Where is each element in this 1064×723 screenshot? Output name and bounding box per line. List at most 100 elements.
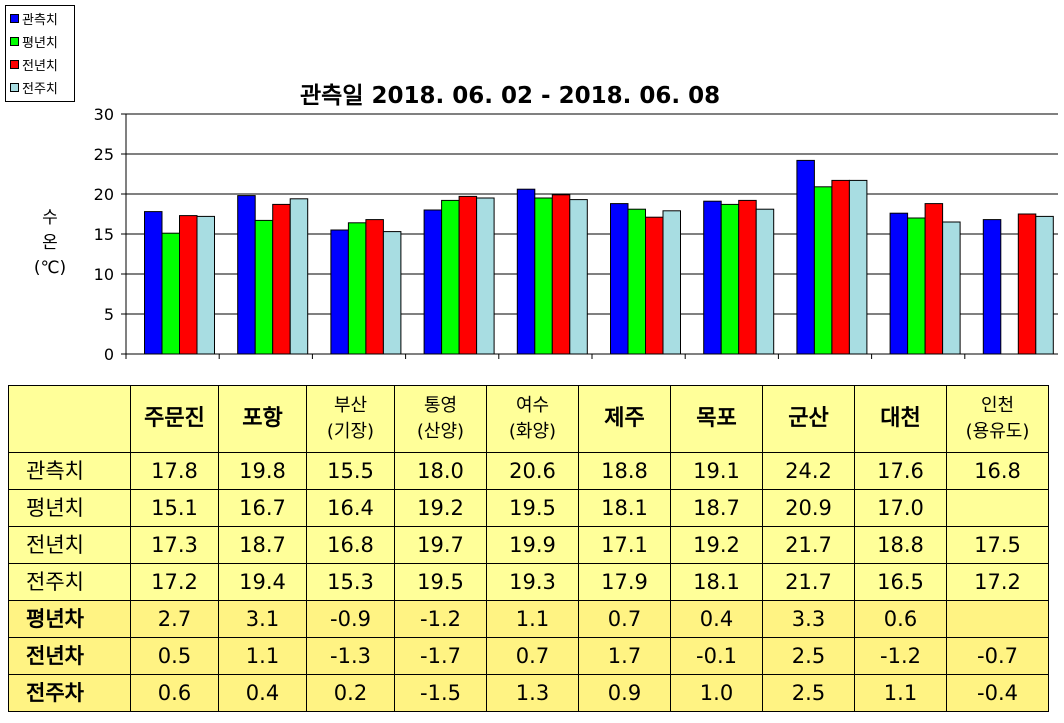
- station-header-line: 인천: [980, 395, 1015, 416]
- table-cell: 21.7: [762, 526, 855, 564]
- y-tick-label: 0: [104, 345, 114, 364]
- bar-observed: [703, 200, 722, 355]
- table-cell: [946, 600, 1049, 638]
- station-header-line: 부산: [333, 395, 368, 416]
- station-header: 목포: [670, 385, 763, 453]
- y-tick-label: 25: [94, 145, 114, 164]
- table-cell: 17.5: [946, 526, 1049, 564]
- table-row: 평년차 2.7 3.1 -0.9 -1.2 1.1 0.7 0.4 3.3 0.6: [8, 600, 1049, 638]
- station-header-line: 제주: [604, 406, 645, 431]
- row-label: 전주치: [8, 563, 131, 601]
- table-cell: 19.5: [394, 563, 487, 601]
- table-cell: 19.1: [670, 452, 763, 490]
- legend-item-last-week: 전주치: [10, 78, 58, 97]
- bar-normal: [534, 197, 553, 355]
- y-axis-label-line: (℃): [33, 258, 67, 278]
- table-cell: 19.9: [486, 526, 579, 564]
- station-header-line: 여수: [515, 395, 550, 416]
- data-table: 주문진 포항 부산 (기장) 통영 (산양) 여수 (화양) 제주 목포 군산 대천 인천 (용유도) 관측…: [8, 385, 1049, 712]
- legend-label-normal: 평년치: [22, 35, 58, 51]
- table-cell: 18.7: [670, 489, 763, 527]
- y-axis-label: 수 온 (℃): [30, 206, 70, 281]
- table-cell: [946, 489, 1049, 527]
- table-cell: 17.6: [854, 452, 947, 490]
- table-cell: 15.3: [306, 563, 395, 601]
- table-cell: 1.7: [578, 637, 671, 675]
- row-label: 관측치: [8, 452, 131, 490]
- table-cell: 20.9: [762, 489, 855, 527]
- table-cell: -0.1: [670, 637, 763, 675]
- station-header-line: 목포: [696, 406, 737, 431]
- bar-last-week: [662, 210, 681, 355]
- bar-observed: [982, 219, 1002, 355]
- table-cell: 17.0: [854, 489, 947, 527]
- station-header: 통영 (산양): [394, 385, 487, 453]
- bar-observed: [796, 159, 815, 355]
- table-cell: 19.2: [670, 526, 763, 564]
- bar-observed: [610, 203, 629, 355]
- legend-item-observed: 관측치: [10, 9, 58, 28]
- table-cell: 3.1: [218, 600, 307, 638]
- table-cell: 17.1: [578, 526, 671, 564]
- table-cell: 2.5: [762, 637, 855, 675]
- bar-last-year: [272, 203, 291, 355]
- bar-last-year: [458, 195, 478, 355]
- legend-label-observed: 관측치: [22, 12, 58, 28]
- table-cell: -1.2: [394, 600, 487, 638]
- y-axis-label-line: 수: [42, 208, 58, 228]
- station-header-line: (산양): [416, 421, 465, 442]
- table-cell: 16.5: [854, 563, 947, 601]
- table-corner-cell: [8, 385, 131, 453]
- bar-last-year: [831, 179, 850, 355]
- station-header-line: 군산: [788, 406, 829, 431]
- station-header-line: 포항: [242, 406, 283, 431]
- table-cell: 15.5: [306, 452, 395, 490]
- bar-last-year: [645, 216, 664, 355]
- y-tick-label: 20: [94, 185, 114, 204]
- table-cell: 1.0: [670, 674, 763, 712]
- table-cell: 19.7: [394, 526, 487, 564]
- station-header: 군산: [762, 385, 855, 453]
- station-header: 부산 (기장): [306, 385, 395, 453]
- table-cell: 2.7: [130, 600, 219, 638]
- table-cell: 17.2: [946, 563, 1049, 601]
- chart-legend: 관측치 평년치 전년치 전주치: [5, 5, 75, 102]
- table-cell: 1.1: [854, 674, 947, 712]
- table-cell: 1.1: [486, 600, 579, 638]
- table-cell: -0.7: [946, 637, 1049, 675]
- table-cell: 0.2: [306, 674, 395, 712]
- table-cell: 20.6: [486, 452, 579, 490]
- table-cell: 19.8: [218, 452, 307, 490]
- station-header: 포항: [218, 385, 307, 453]
- table-cell: 24.2: [762, 452, 855, 490]
- bar-observed: [889, 212, 909, 355]
- station-header: 주문진: [130, 385, 219, 453]
- table-cell: 16.8: [306, 526, 395, 564]
- table-cell: 18.8: [854, 526, 947, 564]
- y-axis-label-line: 온: [42, 233, 58, 253]
- table-cell: -0.4: [946, 674, 1049, 712]
- table-row: 관측치 17.8 19.8 15.5 18.0 20.6 18.8 19.1 24.2 17.6 1…: [8, 452, 1049, 490]
- table-cell: 17.3: [130, 526, 219, 564]
- row-label: 평년차: [8, 600, 131, 638]
- table-cell: 1.3: [486, 674, 579, 712]
- legend-label-last-week: 전주치: [22, 81, 58, 97]
- station-header-line: (기장): [326, 421, 375, 442]
- table-cell: 0.7: [486, 637, 579, 675]
- station-header: 여수 (화양): [486, 385, 579, 453]
- table-cell: 16.4: [306, 489, 395, 527]
- table-cell: 18.7: [218, 526, 307, 564]
- table-cell: 3.3: [762, 600, 855, 638]
- legend-item-last-year: 전년치: [10, 55, 58, 74]
- bar-chart: 0 5 10 15 20 25 30: [94, 105, 1058, 364]
- table-cell: 19.2: [394, 489, 487, 527]
- table-cell: 19.4: [218, 563, 307, 601]
- table-cell: 1.1: [218, 637, 307, 675]
- table-cell: 0.4: [218, 674, 307, 712]
- bar-normal: [161, 232, 180, 355]
- station-header: 대천: [854, 385, 947, 453]
- bar-last-week: [382, 231, 402, 355]
- station-header-line: 통영: [423, 395, 458, 416]
- bar-normal: [627, 208, 646, 355]
- table-cell: 18.8: [578, 452, 671, 490]
